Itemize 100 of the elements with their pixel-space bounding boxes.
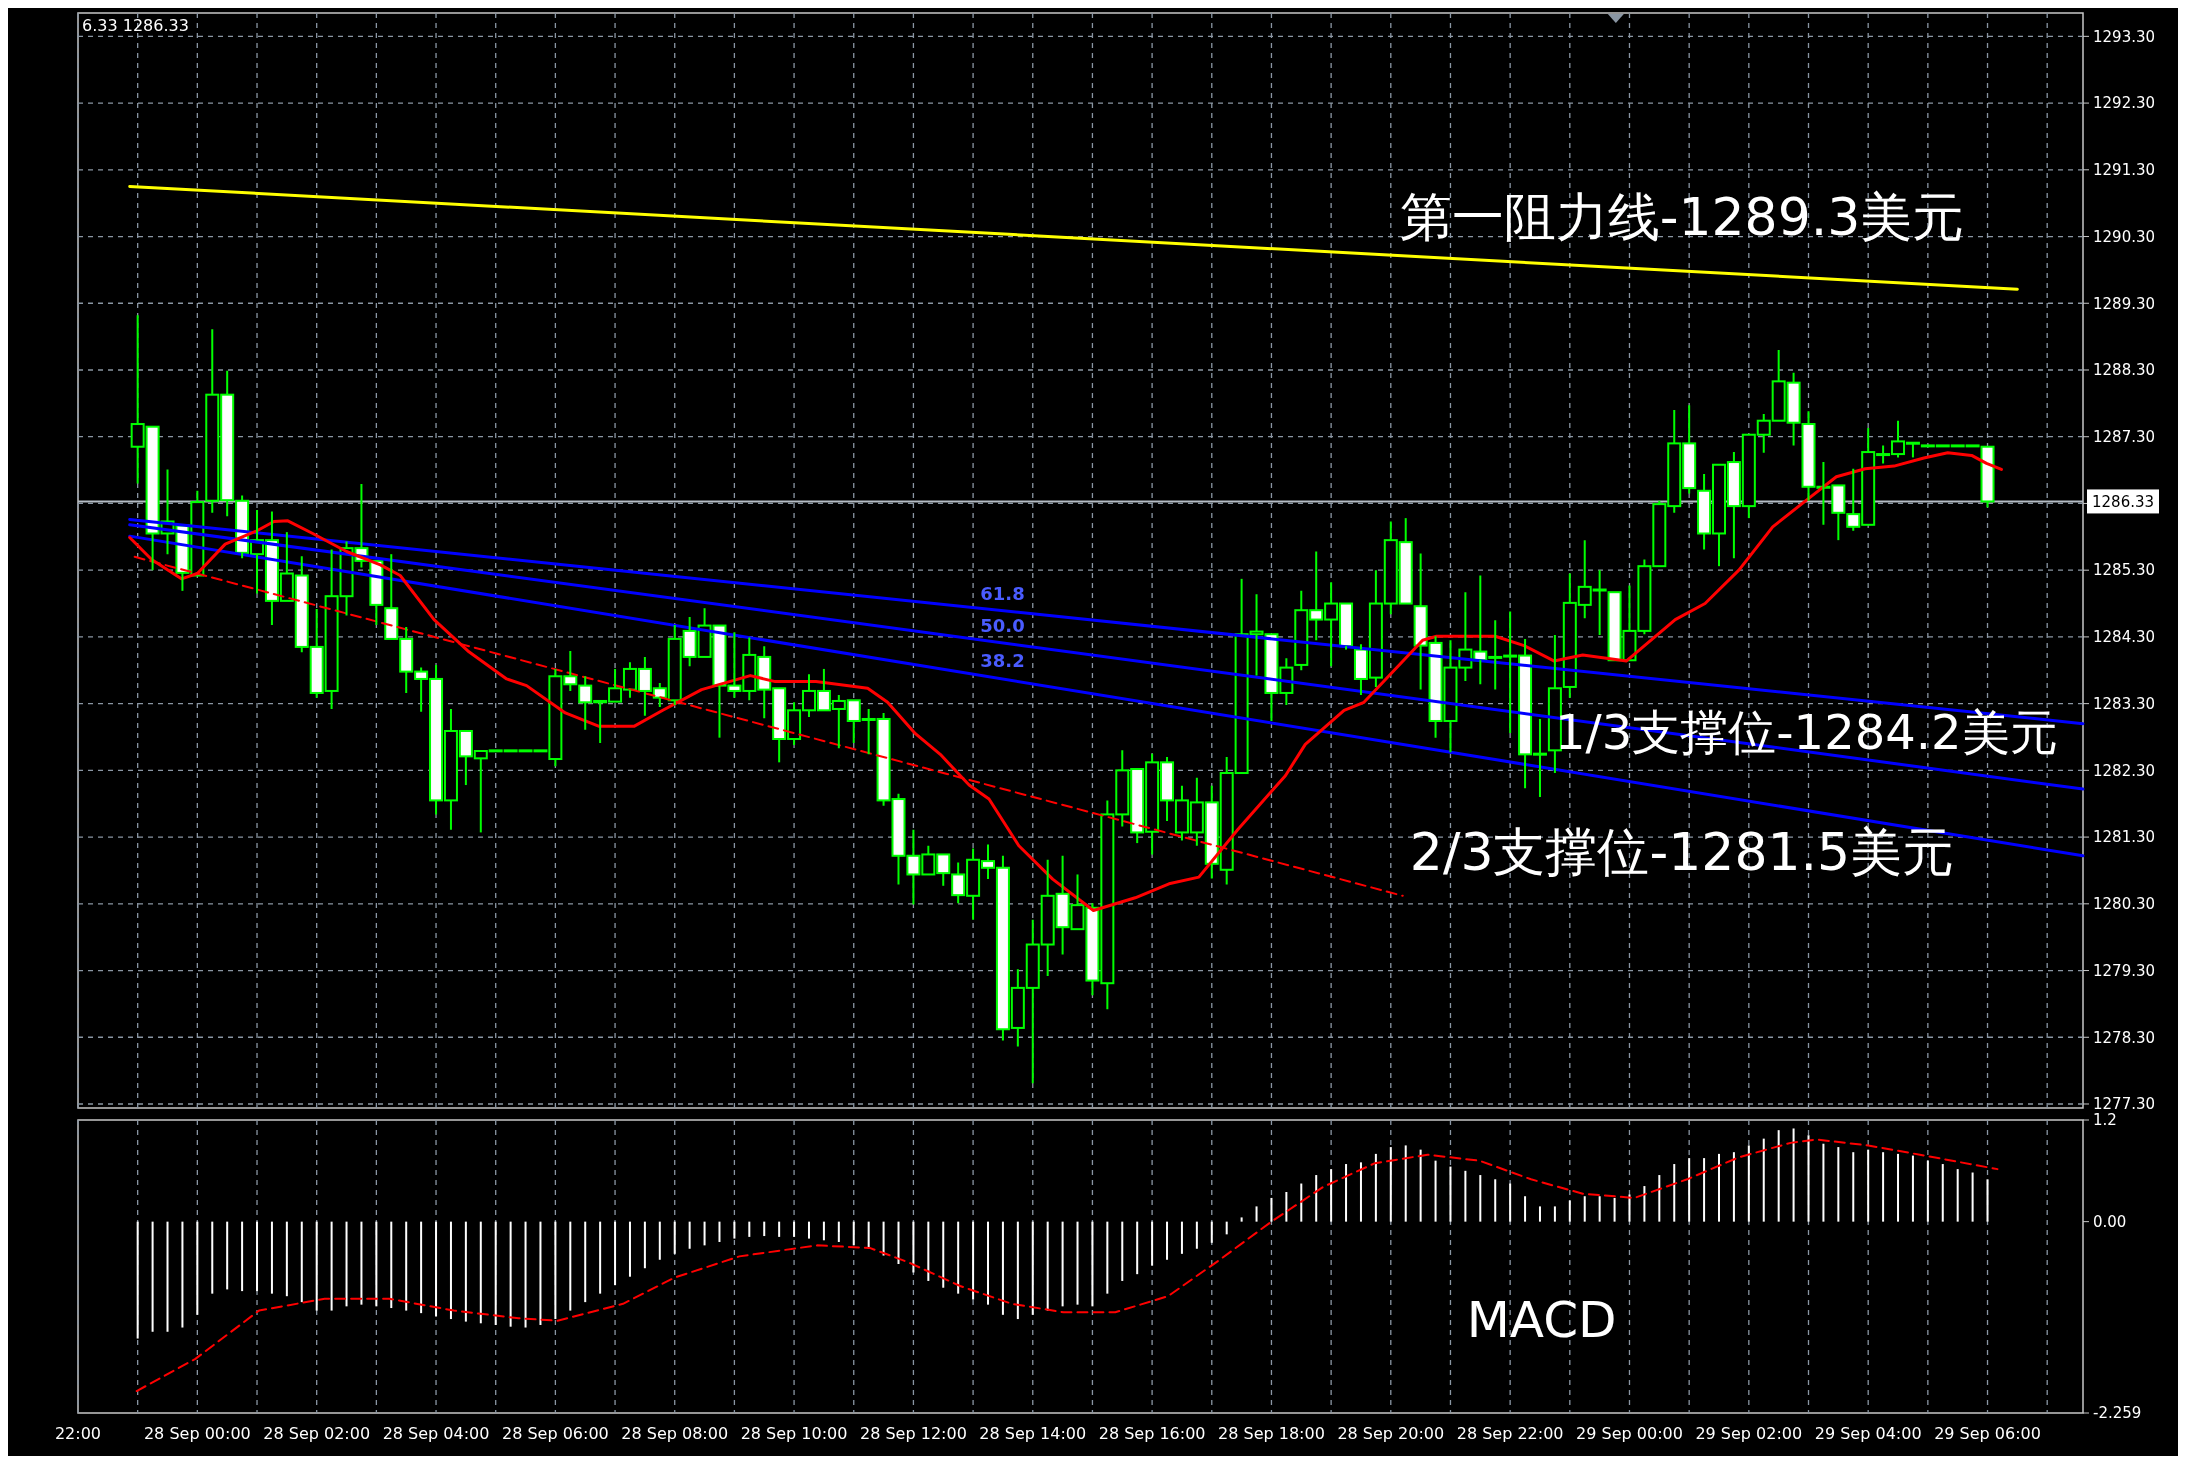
bar <box>1046 1221 1049 1311</box>
bar <box>1568 1200 1571 1222</box>
bar <box>718 1221 721 1242</box>
bar <box>181 1221 184 1328</box>
bar <box>1151 1221 1154 1266</box>
bar <box>658 1221 661 1260</box>
bar <box>733 1221 736 1239</box>
y-tick-label: 1282.30 <box>2093 761 2156 780</box>
bar <box>1583 1196 1586 1222</box>
bar <box>1121 1221 1124 1281</box>
bar <box>822 1221 825 1241</box>
bar <box>1956 1169 1959 1222</box>
bar <box>1494 1179 1497 1222</box>
bar <box>449 1221 452 1320</box>
bar <box>1897 1153 1900 1222</box>
y-tick-label: 1280.30 <box>2093 895 2156 914</box>
bar <box>1315 1175 1318 1222</box>
text: MACD <box>1466 1290 1617 1349</box>
x-tick-label: 28 Sep 22:00 <box>1456 1424 1564 1443</box>
bar <box>420 1221 423 1314</box>
bar <box>1837 1147 1840 1222</box>
bar <box>763 1221 766 1237</box>
x-tick-label: 28 Sep 20:00 <box>1337 1424 1445 1443</box>
bar <box>1926 1160 1929 1222</box>
x-tick-label: 28 Sep 10:00 <box>740 1424 848 1443</box>
bar <box>1613 1197 1616 1222</box>
bar <box>1419 1149 1422 1222</box>
bar <box>867 1221 870 1249</box>
bar <box>1688 1158 1691 1222</box>
bar <box>270 1221 273 1294</box>
bar <box>1941 1164 1944 1222</box>
y-tick-label: 1284.30 <box>2093 628 2156 647</box>
bar <box>539 1221 542 1325</box>
x-tick-label: 29 Sep 02:00 <box>1695 1424 1803 1443</box>
annotation: 6.33 1286.33 <box>82 16 189 35</box>
bar <box>703 1221 706 1246</box>
y-tick-label: 1292.30 <box>2093 94 2156 113</box>
bar <box>852 1221 855 1246</box>
bar <box>1867 1149 1870 1222</box>
bar <box>285 1221 288 1297</box>
x-tick-label: 29 Sep 04:00 <box>1814 1424 1922 1443</box>
bar <box>1136 1221 1139 1275</box>
bar <box>256 1221 259 1292</box>
bar <box>1091 1221 1094 1307</box>
y-tick-label: 1285.30 <box>2093 561 2156 580</box>
bar <box>688 1221 691 1249</box>
annotation: 第一阻力线-1289.3美元 <box>1399 187 1965 248</box>
x-tick-label: 28 Sep 16:00 <box>1098 1424 1206 1443</box>
bar <box>1882 1152 1885 1222</box>
bar <box>957 1221 960 1294</box>
annotation: 2/3支撑位-1281.5美元 <box>1409 822 1955 883</box>
y-tick-label: 1281.30 <box>2093 828 2156 847</box>
x-tick-label: 28 Sep 12:00 <box>860 1424 967 1443</box>
bar <box>912 1221 915 1273</box>
bar <box>1524 1196 1527 1222</box>
bar <box>1911 1155 1914 1222</box>
bar <box>1538 1206 1541 1222</box>
bar <box>1076 1221 1079 1305</box>
bar <box>330 1221 333 1311</box>
x-tick-label: 28 Sep 02:00 <box>263 1424 371 1443</box>
y-tick-label: 1291.30 <box>2093 161 2156 180</box>
series-label: 38.2 <box>980 650 1025 672</box>
bar <box>1822 1143 1825 1222</box>
y-tick-label: 1277.30 <box>2093 1095 2156 1114</box>
bar <box>136 1221 139 1339</box>
x-tick-label: 28 Sep 06:00 <box>501 1424 609 1443</box>
bar <box>241 1221 244 1292</box>
bar <box>1449 1166 1452 1222</box>
bar <box>509 1221 512 1327</box>
y-tick-label: -2.259 <box>2093 1404 2142 1423</box>
bar <box>300 1221 303 1303</box>
bar <box>584 1221 587 1303</box>
bar <box>1673 1164 1676 1222</box>
bar <box>882 1221 885 1256</box>
bar <box>1255 1206 1258 1222</box>
x-tick-label: 28 Sep 08:00 <box>621 1424 729 1443</box>
bar <box>390 1221 393 1309</box>
y-tick-label: 1290.30 <box>2093 227 2156 246</box>
bar <box>1658 1175 1661 1222</box>
bar <box>524 1221 527 1328</box>
bar <box>942 1221 945 1288</box>
bar <box>226 1221 229 1290</box>
bar <box>837 1221 840 1242</box>
bar <box>927 1221 930 1281</box>
bar <box>1807 1135 1810 1222</box>
bar <box>166 1221 169 1332</box>
bar <box>793 1221 796 1237</box>
bar <box>375 1221 378 1307</box>
bar <box>1180 1221 1183 1254</box>
y-tick-label: 1.2 <box>2093 1111 2117 1130</box>
bar <box>1330 1169 1333 1222</box>
bar <box>554 1221 557 1320</box>
bar <box>1359 1162 1362 1222</box>
bar <box>1852 1152 1855 1222</box>
bar <box>196 1221 199 1315</box>
bar <box>1718 1153 1720 1222</box>
x-tick-label: 28 Sep 14:00 <box>979 1424 1087 1443</box>
bar <box>1016 1221 1019 1320</box>
bar <box>614 1221 617 1286</box>
bar <box>1747 1145 1750 1222</box>
